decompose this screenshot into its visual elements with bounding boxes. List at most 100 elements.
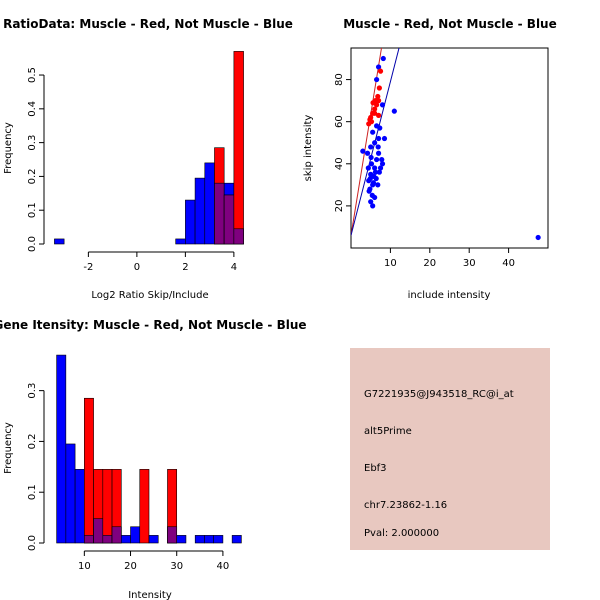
info-pval: Pval: 2.000000 bbox=[364, 528, 439, 539]
blue-point-17 bbox=[375, 135, 382, 142]
red-point-8 bbox=[375, 112, 382, 118]
red-point-2 bbox=[372, 106, 378, 112]
blue-point-31 bbox=[367, 175, 373, 182]
scatter-y-tick-label-1: 40 bbox=[334, 157, 345, 170]
blue-point-39 bbox=[377, 125, 383, 131]
blue-point-28 bbox=[368, 199, 374, 205]
intensity-scatter-fit-lines bbox=[351, 48, 400, 236]
info-panel-background bbox=[350, 348, 550, 550]
scatter-x-tick-label-1: 20 bbox=[423, 258, 436, 269]
intensity-histogram-blue-bar-14 bbox=[204, 535, 214, 544]
blue-point-9 bbox=[372, 169, 379, 175]
blue-point-23 bbox=[379, 102, 386, 108]
info-gene-name: Ebf3 bbox=[364, 463, 387, 474]
intensity-histogram-blue-bar-1 bbox=[65, 443, 76, 544]
ratio-histogram-title: RatioData: Muscle - Red, Not Muscle - Bl… bbox=[3, 17, 293, 31]
intensity-histogram-overlap-bar-11 bbox=[167, 526, 178, 544]
blue-point-16 bbox=[372, 140, 378, 146]
intensity-histogram-title: Gene Itensity: Muscle - Red, Not Muscle … bbox=[0, 318, 307, 332]
intensity-histogram-overlap-bar-4 bbox=[93, 518, 104, 544]
ratio-histogram-blue-bar-1 bbox=[175, 238, 186, 245]
intensity-histogram-blue-bar-7 bbox=[120, 535, 131, 544]
intensity-histogram-overlap-bar-5 bbox=[102, 535, 113, 544]
intensity-histogram-bars bbox=[56, 354, 242, 544]
intensity-histogram-x-tick-label-0: 10 bbox=[78, 561, 91, 572]
ratio-histogram-y-tick-label-0: 0.0 bbox=[27, 236, 38, 252]
blue-point-26 bbox=[374, 76, 380, 83]
ratio-histogram-panel: RatioData: Muscle - Red, Not Muscle - Bl… bbox=[3, 17, 293, 301]
info-panel: G7221935@J943518_RC@i_at alt5Prime Ebf3 … bbox=[350, 348, 550, 550]
ratio-histogram-y-tick-label-5: 0.5 bbox=[27, 67, 38, 83]
intensity-histogram-x-tick-label-2: 30 bbox=[170, 561, 183, 572]
blue-point-21 bbox=[360, 148, 366, 154]
blue-point-14 bbox=[379, 161, 386, 167]
intensity-scatter-points bbox=[360, 55, 541, 241]
intensity-histogram-blue-bar-10 bbox=[148, 535, 159, 544]
ratio-histogram-axes: -2 0 2 4 0.0 0.1 0.2 0.3 0.4 0.5 bbox=[27, 67, 237, 273]
intensity-histogram-blue-bar-12 bbox=[176, 535, 187, 544]
ratio-histogram-x-tick-label-1: 0 bbox=[134, 262, 140, 273]
intensity-histogram-y-tick-label-3: 0.3 bbox=[27, 383, 38, 399]
intensity-histogram-overlap-bar-3 bbox=[84, 535, 94, 544]
blue-point-32 bbox=[370, 180, 377, 186]
blue-point-3 bbox=[372, 165, 378, 171]
scatter-y-tick-label-3: 80 bbox=[334, 73, 345, 86]
blue-point-25 bbox=[391, 108, 397, 114]
red-point-12 bbox=[377, 68, 384, 74]
red-point-7 bbox=[372, 110, 378, 116]
red-point-14 bbox=[372, 98, 379, 104]
red-point-10 bbox=[375, 93, 381, 100]
blue-point-33 bbox=[373, 175, 379, 182]
ratio-histogram-x-tick-label-3: 4 bbox=[231, 262, 237, 273]
ratio-histogram-bars bbox=[54, 51, 244, 245]
info-probe-id: G7221935@J943518_RC@i_at bbox=[364, 389, 514, 400]
blue-point-13 bbox=[377, 165, 384, 171]
blue-point-7 bbox=[375, 150, 382, 156]
red-point-6 bbox=[367, 116, 373, 123]
ratio-histogram-y-tick-label-2: 0.2 bbox=[27, 168, 38, 184]
red-point-11 bbox=[376, 85, 382, 91]
blue-point-27 bbox=[375, 64, 382, 70]
intensity-histogram-ylabel: Frequency bbox=[3, 422, 14, 474]
blue-point-38 bbox=[375, 144, 381, 150]
intensity-scatter-panel: Muscle - Red, Not Muscle - Blue include … bbox=[303, 17, 557, 301]
red-fit-line bbox=[351, 48, 382, 236]
blue-point-18 bbox=[370, 129, 376, 135]
intensity-histogram-blue-bar-16 bbox=[231, 535, 242, 544]
intensity-histogram-red-bar-5 bbox=[102, 469, 113, 544]
ratio-histogram-y-tick-label-1: 0.1 bbox=[27, 202, 38, 218]
blue-point-20 bbox=[364, 150, 371, 156]
info-event-type: alt5Prime bbox=[364, 426, 412, 437]
ratio-histogram-blue-bar-0 bbox=[54, 238, 65, 245]
ratio-histogram-overlap-bar-5 bbox=[214, 182, 225, 245]
blue-point-24 bbox=[380, 55, 386, 62]
intensity-histogram-blue-bar-2 bbox=[74, 469, 85, 544]
intensity-histogram-y-tick-label-0: 0.0 bbox=[27, 535, 38, 551]
intensity-scatter-ylabel: skip intensity bbox=[303, 115, 314, 182]
scatter-x-tick-label-0: 10 bbox=[384, 258, 397, 269]
blue-point-5 bbox=[368, 161, 375, 167]
intensity-histogram-axes: 10 20 30 40 0.0 0.1 0.2 0.3 bbox=[27, 383, 229, 572]
intensity-histogram-overlap-bar-6 bbox=[111, 526, 122, 544]
intensity-histogram-blue-bar-15 bbox=[213, 535, 224, 544]
blue-point-36 bbox=[365, 165, 371, 171]
intensity-histogram-x-tick-label-1: 20 bbox=[124, 561, 137, 572]
ratio-histogram-blue-bar-4 bbox=[204, 162, 215, 245]
intensity-histogram-blue-bar-8 bbox=[130, 526, 141, 544]
ratio-histogram-y-tick-label-4: 0.4 bbox=[27, 101, 38, 117]
intensity-histogram-x-tick-label-3: 40 bbox=[217, 561, 230, 572]
ratio-histogram-x-tick-label-2: 2 bbox=[182, 262, 188, 273]
blue-point-15 bbox=[368, 144, 374, 150]
blue-point-40 bbox=[535, 234, 541, 241]
intensity-histogram-y-tick-label-1: 0.1 bbox=[27, 484, 38, 500]
blue-fit-line bbox=[351, 48, 400, 236]
scatter-y-tick-label-2: 60 bbox=[334, 115, 345, 128]
ratio-histogram-red-bar-7 bbox=[233, 51, 244, 245]
intensity-scatter-box bbox=[350, 47, 549, 249]
ratio-histogram-x-tick-label-0: -2 bbox=[83, 262, 93, 273]
intensity-scatter-xlabel: include intensity bbox=[408, 290, 491, 301]
intensity-scatter-title: Muscle - Red, Not Muscle - Blue bbox=[343, 17, 557, 31]
intensity-histogram-red-bar-3 bbox=[84, 397, 94, 544]
intensity-histogram-blue-bar-13 bbox=[194, 535, 205, 544]
